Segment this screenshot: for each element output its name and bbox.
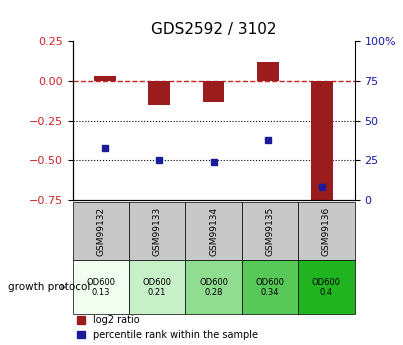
Text: OD600
0.4: OD600 0.4 xyxy=(312,277,341,297)
Text: GSM99134: GSM99134 xyxy=(209,207,218,256)
Text: GSM99136: GSM99136 xyxy=(322,207,331,256)
Text: OD600
0.34: OD600 0.34 xyxy=(256,277,285,297)
Text: OD600
0.13: OD600 0.13 xyxy=(86,277,115,297)
Text: OD600
0.21: OD600 0.21 xyxy=(143,277,172,297)
Text: growth protocol: growth protocol xyxy=(8,282,90,292)
Bar xyxy=(257,62,279,81)
Text: GSM99133: GSM99133 xyxy=(153,207,162,256)
Bar xyxy=(148,81,170,105)
Text: GSM99132: GSM99132 xyxy=(96,207,105,256)
Legend: log2 ratio, percentile rank within the sample: log2 ratio, percentile rank within the s… xyxy=(77,315,258,340)
Text: GSM99135: GSM99135 xyxy=(266,207,274,256)
Bar xyxy=(311,81,333,205)
Bar xyxy=(94,76,116,81)
Bar xyxy=(203,81,224,102)
Text: GDS2592 / 3102: GDS2592 / 3102 xyxy=(151,22,276,37)
Text: OD600
0.28: OD600 0.28 xyxy=(199,277,228,297)
